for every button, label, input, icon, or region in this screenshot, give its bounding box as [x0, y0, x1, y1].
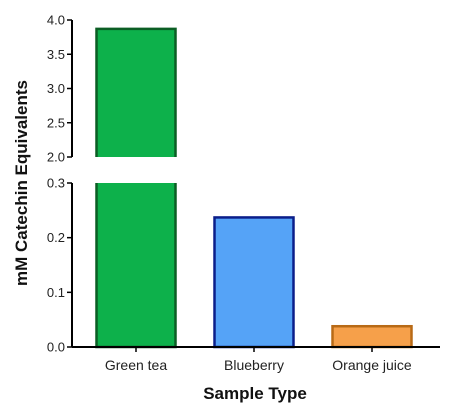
x-axis-title: Sample Type — [203, 384, 307, 403]
y-tick-labels: 0.0 0.1 0.2 0.3 2.0 2.5 3.0 3.5 4.0 — [47, 13, 65, 355]
y-tick-label: 3.5 — [47, 47, 65, 62]
y-tick-label: 4.0 — [47, 13, 65, 28]
y-tick-label: 0.2 — [47, 230, 65, 245]
y-tick-label: 0.3 — [47, 176, 65, 191]
bars — [95, 27, 413, 349]
bar-blueberry — [213, 216, 295, 349]
y-tick-label: 2.0 — [47, 150, 65, 165]
x-tick-label: Green tea — [105, 357, 167, 373]
y-tick-label: 0.1 — [47, 285, 65, 300]
y-tick-label: 0.0 — [47, 340, 65, 355]
x-tick-labels: Green tea Blueberry Orange juice — [105, 357, 412, 373]
y-tick-label: 2.5 — [47, 115, 65, 130]
x-tick-label: Blueberry — [224, 357, 284, 373]
bar-green-tea-upper — [95, 27, 177, 158]
x-tick-label: Orange juice — [332, 357, 412, 373]
y-axis — [67, 19, 440, 352]
y-tick-label: 3.0 — [47, 81, 65, 96]
bar-green-tea-lower — [95, 183, 177, 349]
bar-orange-juice — [331, 324, 413, 349]
y-axis-title: mM Catechin Equivalents — [12, 80, 31, 286]
